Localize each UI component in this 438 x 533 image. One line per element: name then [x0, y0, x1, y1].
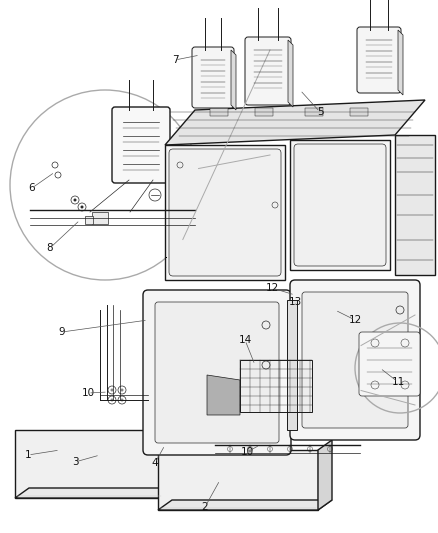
FancyBboxPatch shape — [290, 280, 420, 440]
Polygon shape — [318, 440, 332, 510]
Text: 4: 4 — [152, 458, 158, 468]
Bar — [92, 212, 108, 224]
FancyBboxPatch shape — [192, 47, 234, 108]
Polygon shape — [165, 100, 425, 145]
Circle shape — [120, 389, 124, 392]
FancyBboxPatch shape — [169, 149, 281, 276]
Circle shape — [110, 399, 113, 401]
Polygon shape — [163, 420, 177, 498]
FancyBboxPatch shape — [112, 107, 170, 183]
Circle shape — [74, 198, 77, 201]
FancyBboxPatch shape — [359, 332, 420, 396]
FancyBboxPatch shape — [357, 27, 401, 93]
Polygon shape — [290, 140, 390, 270]
Bar — [287, 300, 297, 430]
Text: 10: 10 — [81, 388, 95, 398]
Text: 13: 13 — [288, 297, 302, 307]
Polygon shape — [158, 500, 332, 510]
Polygon shape — [158, 450, 318, 510]
Circle shape — [81, 206, 84, 208]
Bar — [240, 360, 312, 412]
Text: 14: 14 — [238, 335, 251, 345]
Bar — [85, 216, 93, 224]
Text: 6: 6 — [28, 183, 35, 193]
Text: 12: 12 — [348, 315, 362, 325]
Text: 9: 9 — [59, 327, 65, 337]
Bar — [305, 108, 323, 116]
FancyBboxPatch shape — [143, 290, 291, 455]
FancyBboxPatch shape — [245, 37, 291, 105]
Bar — [210, 108, 228, 116]
Text: 10: 10 — [240, 447, 254, 457]
Polygon shape — [15, 488, 177, 498]
Bar — [255, 108, 273, 116]
Text: 3: 3 — [72, 457, 78, 467]
Text: 5: 5 — [317, 107, 323, 117]
FancyBboxPatch shape — [155, 302, 279, 443]
Circle shape — [110, 389, 113, 392]
Text: 12: 12 — [265, 283, 279, 293]
Circle shape — [120, 399, 124, 401]
Polygon shape — [398, 30, 403, 95]
Polygon shape — [395, 135, 435, 275]
Polygon shape — [15, 430, 163, 498]
Polygon shape — [207, 375, 240, 415]
Text: 2: 2 — [201, 502, 208, 512]
Bar — [350, 108, 368, 116]
Text: 1: 1 — [25, 450, 31, 460]
Text: 8: 8 — [47, 243, 53, 253]
Text: 7: 7 — [172, 55, 178, 65]
Polygon shape — [165, 145, 285, 280]
FancyBboxPatch shape — [294, 144, 386, 266]
Polygon shape — [231, 50, 236, 110]
Polygon shape — [288, 40, 293, 107]
Text: 11: 11 — [392, 377, 405, 387]
FancyBboxPatch shape — [302, 292, 408, 428]
